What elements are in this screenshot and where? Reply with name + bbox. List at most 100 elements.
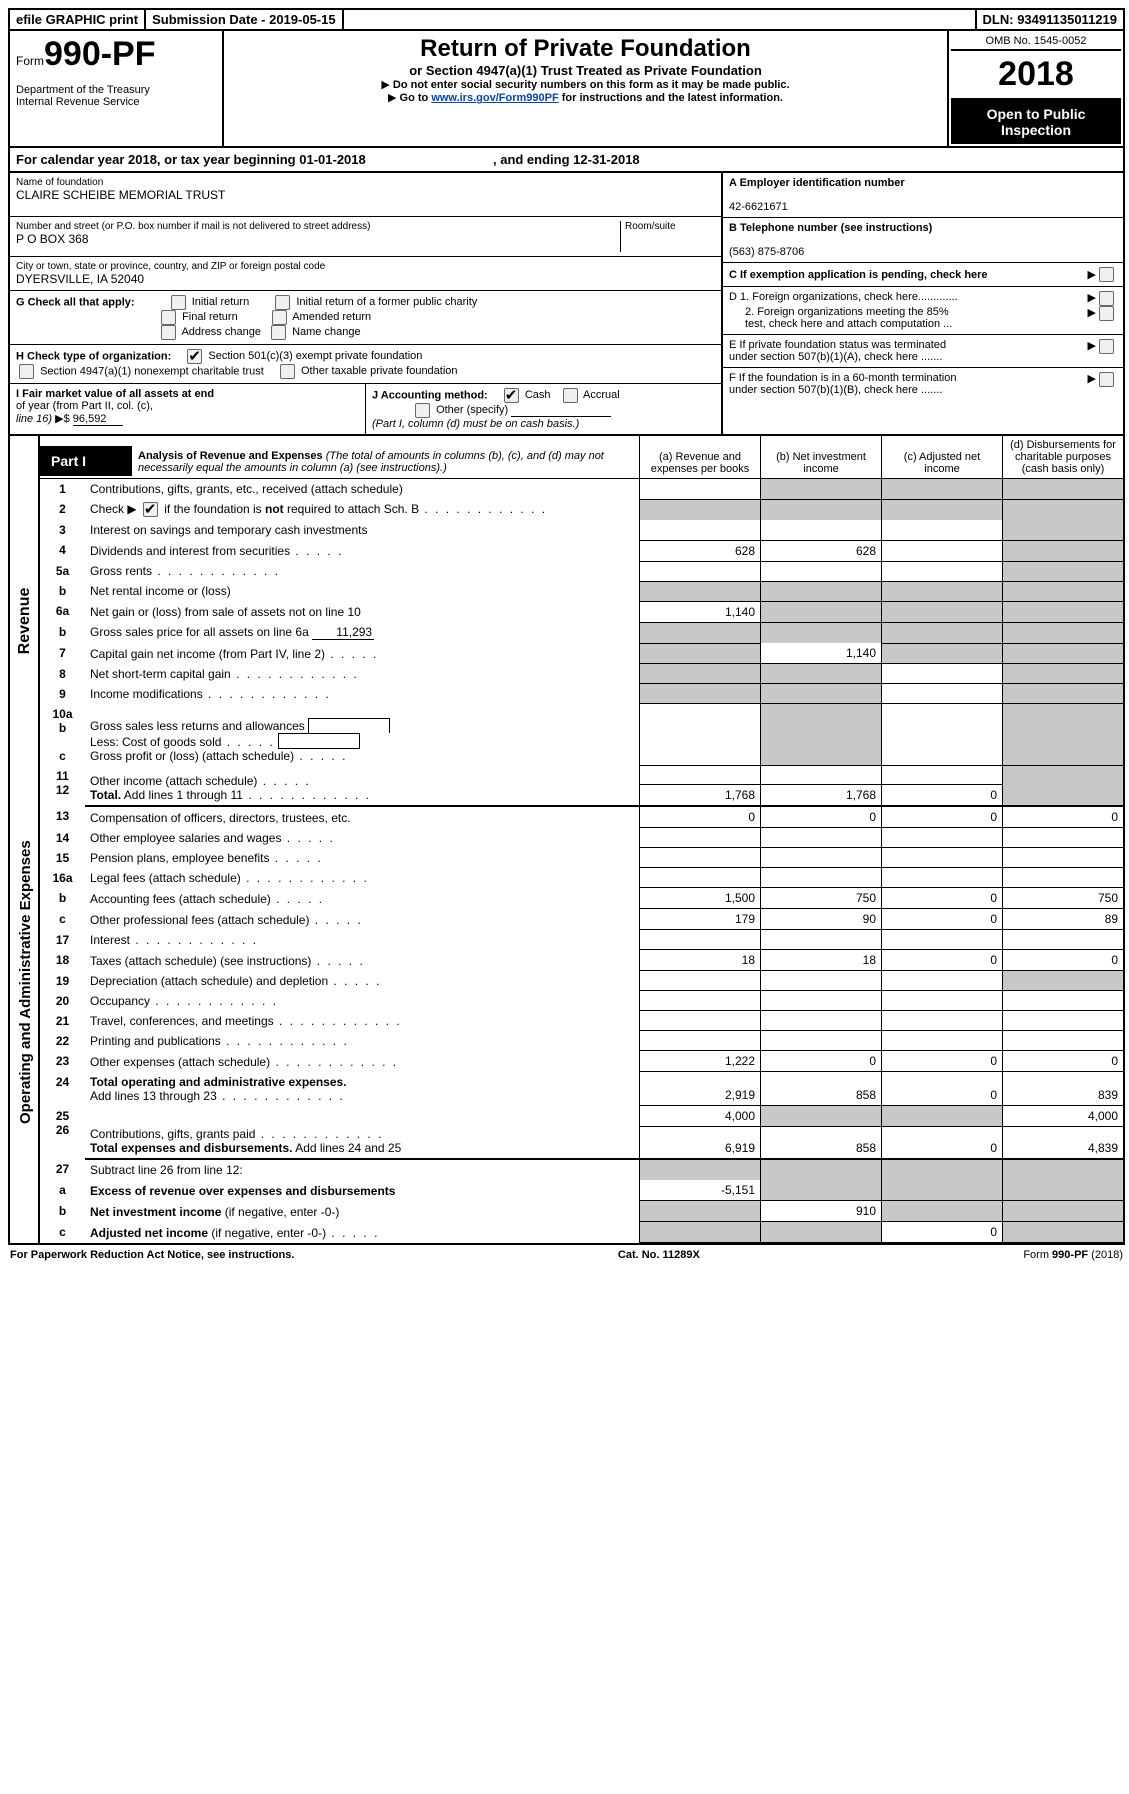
f2: under section 507(b)(1)(B), check here .… (729, 384, 942, 396)
dept-treasury: Department of the Treasury (16, 84, 216, 96)
i3: line 16) (16, 413, 52, 425)
irs-link[interactable]: www.irs.gov/Form990PF (431, 92, 558, 104)
l7b: 1,140 (761, 643, 882, 664)
line-6a: Net gain or (loss) from sale of assets n… (85, 601, 640, 622)
cash-check[interactable] (504, 388, 519, 403)
85pct-check[interactable] (1099, 306, 1114, 321)
l12b: 1,768 (761, 785, 881, 805)
spacer (344, 10, 977, 29)
l16bb: 750 (761, 888, 882, 909)
l2b: if the foundation is (164, 502, 265, 516)
line-27c: Adjusted net income (90, 1226, 208, 1240)
addr-label: Number and street (or P.O. box number if… (16, 221, 620, 232)
line-25: Contributions, gifts, grants paid (90, 1127, 255, 1141)
line-12: Total. (90, 788, 121, 802)
line-10a: Gross sales less returns and allowances (90, 719, 305, 733)
line-5a: Gross rents (90, 564, 152, 578)
line-15: Pension plans, employee benefits (90, 851, 269, 865)
l18a: 18 (640, 950, 761, 971)
line-21: Travel, conferences, and meetings (90, 1014, 274, 1028)
ssn-warning: Do not enter social security numbers on … (393, 79, 790, 91)
foundation-name: CLAIRE SCHEIBE MEMORIAL TRUST (16, 188, 715, 202)
line-1: Contributions, gifts, grants, etc., rece… (85, 479, 640, 500)
final-return-check[interactable] (161, 310, 176, 325)
name-change-check[interactable] (271, 325, 286, 340)
calendar-year-row: For calendar year 2018, or tax year begi… (10, 148, 1123, 173)
dln: DLN: 93491135011219 (977, 10, 1123, 29)
amended-check[interactable] (272, 310, 287, 325)
l24b-val: 858 (761, 1072, 882, 1106)
h-label: H Check type of organization: (16, 350, 171, 362)
l13c: 0 (882, 806, 1003, 828)
l16bc: 0 (882, 888, 1003, 909)
form-subtitle: or Section 4947(a)(1) Trust Treated as P… (230, 63, 941, 78)
507b1a-check[interactable] (1099, 339, 1114, 354)
line-16b: Accounting fees (attach schedule) (90, 892, 271, 906)
line-19: Depreciation (attach schedule) and deple… (90, 974, 328, 988)
open-public: Open to Public Inspection (951, 100, 1121, 144)
line-7: Capital gain net income (from Part IV, l… (90, 647, 325, 661)
l12c: 0 (882, 785, 1002, 805)
l27b-val: 910 (761, 1201, 882, 1222)
other-taxable-check[interactable] (280, 364, 295, 379)
efile-label: efile GRAPHIC print (10, 10, 146, 29)
form-header: Form990-PF Department of the Treasury In… (10, 31, 1123, 148)
calyear-end: 12-31-2018 (573, 152, 640, 167)
line-9: Income modifications (90, 687, 203, 701)
l27c-val: 0 (882, 1222, 1003, 1243)
schb-check[interactable] (143, 502, 158, 517)
address-change-check[interactable] (161, 325, 176, 340)
initial-former-check[interactable] (275, 295, 290, 310)
calyear-pre: For calendar year 2018, or tax year begi… (16, 152, 299, 167)
i2: of year (from Part II, col. (c), (16, 400, 153, 412)
foreign-org-check[interactable] (1099, 291, 1114, 306)
l16cb: 90 (761, 909, 882, 930)
4947-check[interactable] (19, 364, 34, 379)
l16ba: 1,500 (640, 888, 761, 909)
ein-value: 42-6621671 (729, 201, 788, 213)
l16cc: 0 (882, 909, 1003, 930)
expenses-vert-label: Operating and Administrative Expenses (10, 806, 39, 1159)
l26a: 6,919 (640, 1127, 760, 1158)
ein-label: A Employer identification number (729, 177, 905, 189)
j2: Accrual (583, 389, 620, 401)
l18d: 0 (1003, 950, 1124, 971)
l13d: 0 (1003, 806, 1124, 828)
501c3-check[interactable] (187, 349, 202, 364)
initial-return-check[interactable] (171, 295, 186, 310)
other-specify-check[interactable] (415, 403, 430, 418)
line-11: Other income (attach schedule) (90, 774, 257, 788)
l24d: 839 (1003, 1072, 1124, 1106)
g1: Initial return (192, 296, 249, 308)
l2a: Check ▶ (90, 502, 137, 516)
j3: Other (specify) (436, 404, 508, 416)
accrual-check[interactable] (563, 388, 578, 403)
calyear-mid: , and ending (493, 152, 573, 167)
l24a: 2,919 (640, 1072, 761, 1106)
507b1b-check[interactable] (1099, 372, 1114, 387)
l16bd: 750 (1003, 888, 1124, 909)
goto-post: for instructions and the latest informat… (559, 92, 783, 104)
col-c-head: (c) Adjusted net income (882, 436, 1003, 479)
footer-center: Cat. No. 11289X (618, 1249, 700, 1261)
l23c: 0 (882, 1051, 1003, 1072)
part1-table: Revenue Part I Analysis of Revenue and E… (10, 436, 1123, 1243)
line-10b: Less: Cost of goods sold (90, 735, 221, 749)
l23a: 1,222 (640, 1051, 761, 1072)
j-note: (Part I, column (d) must be on cash basi… (372, 418, 579, 430)
fmv-value: 96,592 (73, 413, 123, 426)
l18c: 0 (882, 950, 1003, 971)
l12a: 1,768 (640, 785, 760, 805)
g6: Name change (292, 326, 361, 338)
line-16a: Legal fees (attach schedule) (90, 871, 241, 885)
l6aa: 1,140 (640, 601, 761, 622)
tax-year: 2018 (951, 51, 1121, 100)
line-17: Interest (90, 933, 130, 947)
g3: Final return (182, 311, 238, 323)
g4: Amended return (292, 311, 371, 323)
revenue-vert-label: Revenue (10, 436, 39, 806)
line-18: Taxes (attach schedule) (see instruction… (90, 954, 311, 968)
part1-label: Part I (40, 446, 132, 476)
l26b-val: 858 (761, 1127, 881, 1158)
exemption-pending-check[interactable] (1099, 267, 1114, 282)
